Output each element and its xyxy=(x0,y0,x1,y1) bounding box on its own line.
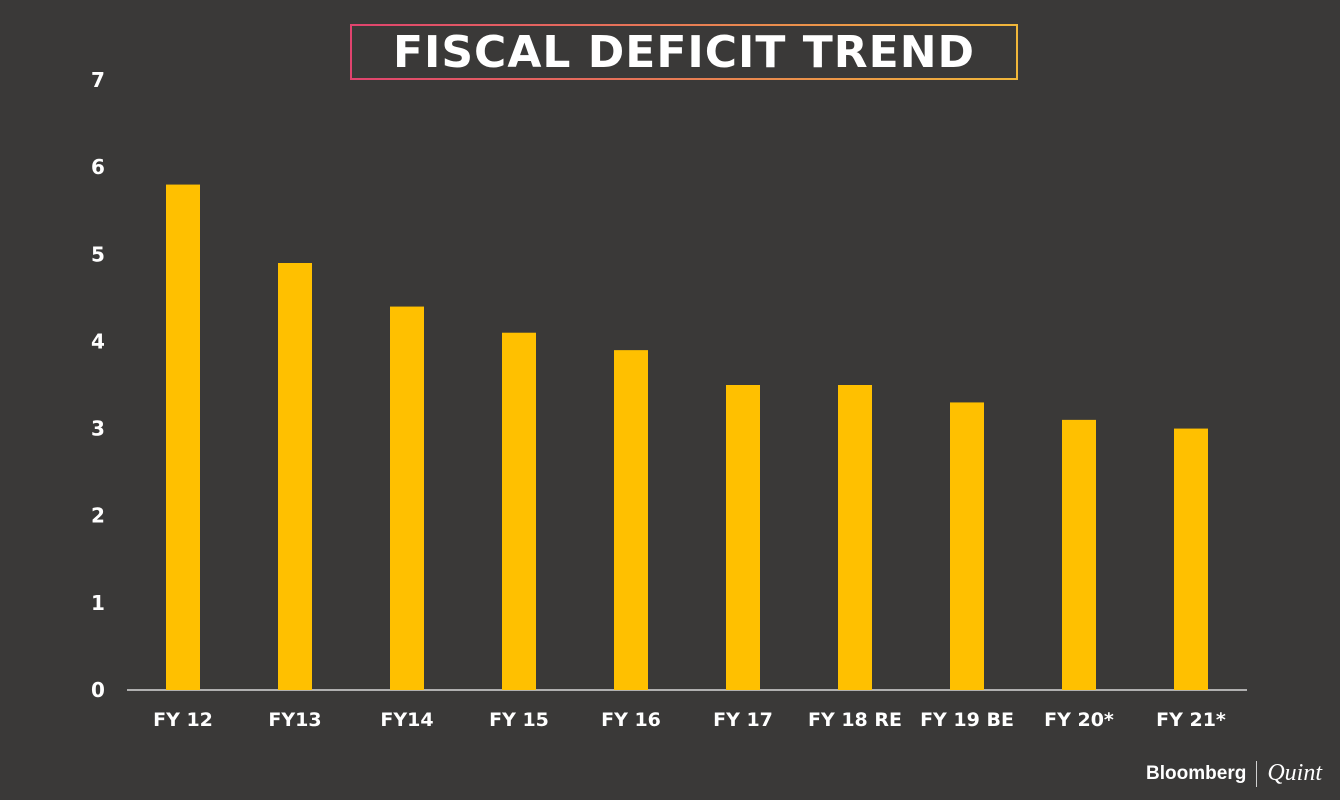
y-tick-label: 2 xyxy=(91,504,105,528)
y-tick-label: 4 xyxy=(91,329,105,353)
x-category-label: FY 20* xyxy=(1044,709,1114,731)
bar xyxy=(950,402,984,690)
x-category-label: FY 21* xyxy=(1156,709,1226,731)
bar xyxy=(614,350,648,690)
bar xyxy=(166,184,200,691)
y-tick-label: 0 xyxy=(91,678,105,702)
x-category-label: FY 17 xyxy=(713,709,773,731)
y-tick-label: 7 xyxy=(91,68,105,92)
bar xyxy=(1174,428,1208,690)
brand-name: Bloomberg xyxy=(1146,762,1247,784)
x-category-label: FY 15 xyxy=(489,709,549,731)
brand-sub: Quint xyxy=(1267,760,1322,786)
x-category-label: FY 16 xyxy=(601,709,661,731)
x-category-label: FY 19 BE xyxy=(920,709,1014,731)
bar xyxy=(390,306,424,690)
chart-title: FISCAL DEFICIT TREND xyxy=(392,26,976,78)
x-category-label: FY14 xyxy=(380,709,433,731)
chart-title-box: FISCAL DEFICIT TREND xyxy=(350,24,1018,80)
y-tick-label: 5 xyxy=(91,242,105,266)
y-tick-label: 6 xyxy=(91,155,105,179)
y-tick-label: 1 xyxy=(91,591,105,615)
x-category-label: FY13 xyxy=(268,709,321,731)
bar xyxy=(278,263,312,690)
brand-separator xyxy=(1256,760,1258,787)
bar xyxy=(502,332,536,690)
bar xyxy=(1062,419,1096,690)
brand-logo: Bloomberg Quint xyxy=(1146,760,1322,787)
bar xyxy=(838,385,872,690)
x-category-label: FY 12 xyxy=(153,709,213,731)
bar xyxy=(726,385,760,690)
y-tick-label: 3 xyxy=(91,417,105,441)
x-category-label: FY 18 RE xyxy=(808,709,902,731)
